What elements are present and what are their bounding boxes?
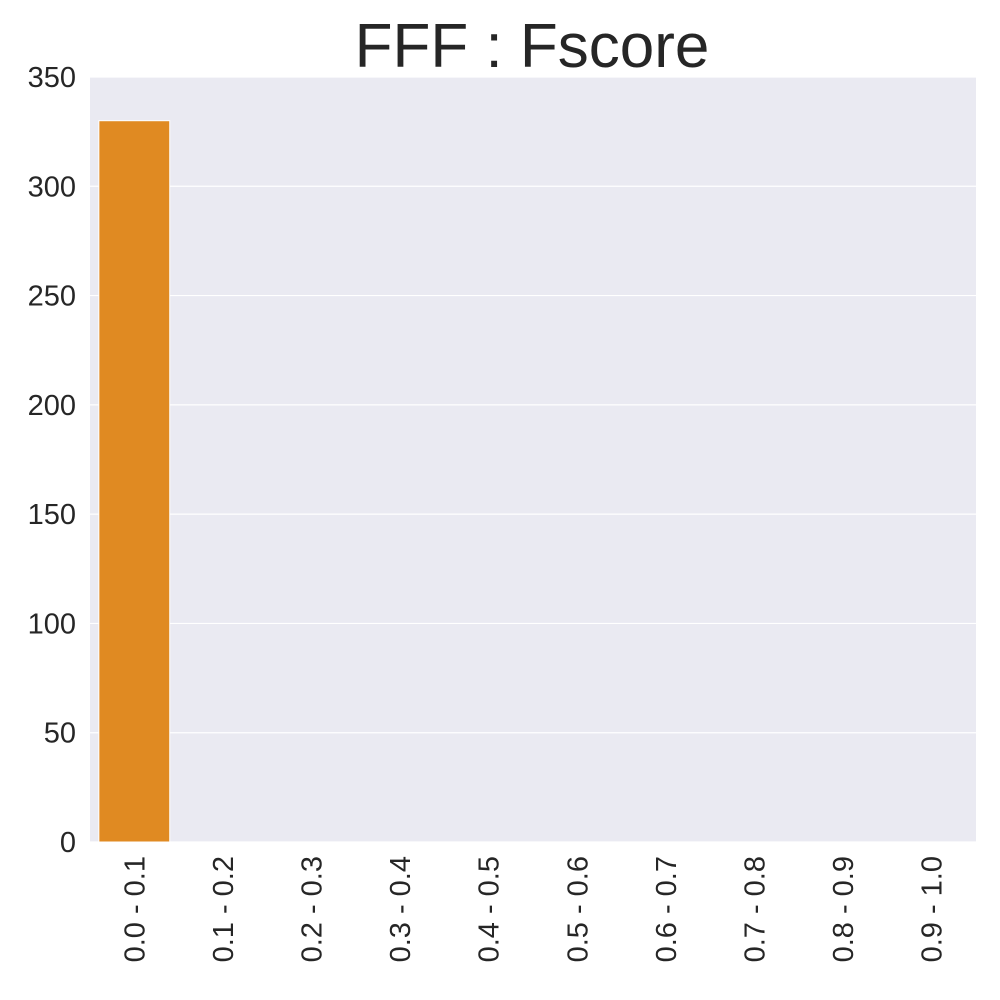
y-tick-label: 300 [28,171,76,203]
y-tick-label: 100 [28,608,76,640]
x-tick-label: 0.7 - 0.8 [740,856,772,962]
x-axis-ticks: 0.0 - 0.1 0.1 - 0.2 0.2 - 0.3 0.3 - 0.4 0.4 … [119,856,948,962]
bars [98,120,171,843]
bar [98,120,171,843]
x-tick-label: 0.5 - 0.6 [562,856,594,962]
y-tick-label: 200 [28,390,76,422]
y-axis-ticks: 0 50 100 150 200 250 300 350 [28,62,76,859]
x-tick-label: 0.9 - 1.0 [917,856,949,962]
chart-title: FFF : Fscore [355,12,710,81]
x-tick-label: 0.1 - 0.2 [208,856,240,962]
x-tick-label: 0.6 - 0.7 [651,856,683,962]
x-tick-label: 0.4 - 0.5 [474,856,506,962]
x-tick-label: 0.3 - 0.4 [385,856,417,962]
x-tick-label: 0.8 - 0.9 [828,856,860,962]
x-tick-label: 0.0 - 0.1 [119,856,151,962]
y-tick-label: 250 [28,281,76,313]
plot-area [90,77,976,842]
y-tick-label: 150 [28,499,76,531]
y-tick-label: 350 [28,62,76,94]
gridlines [90,76,976,843]
y-tick-label: 0 [60,827,76,859]
y-tick-label: 50 [44,718,76,750]
x-tick-label: 0.2 - 0.3 [297,856,329,962]
